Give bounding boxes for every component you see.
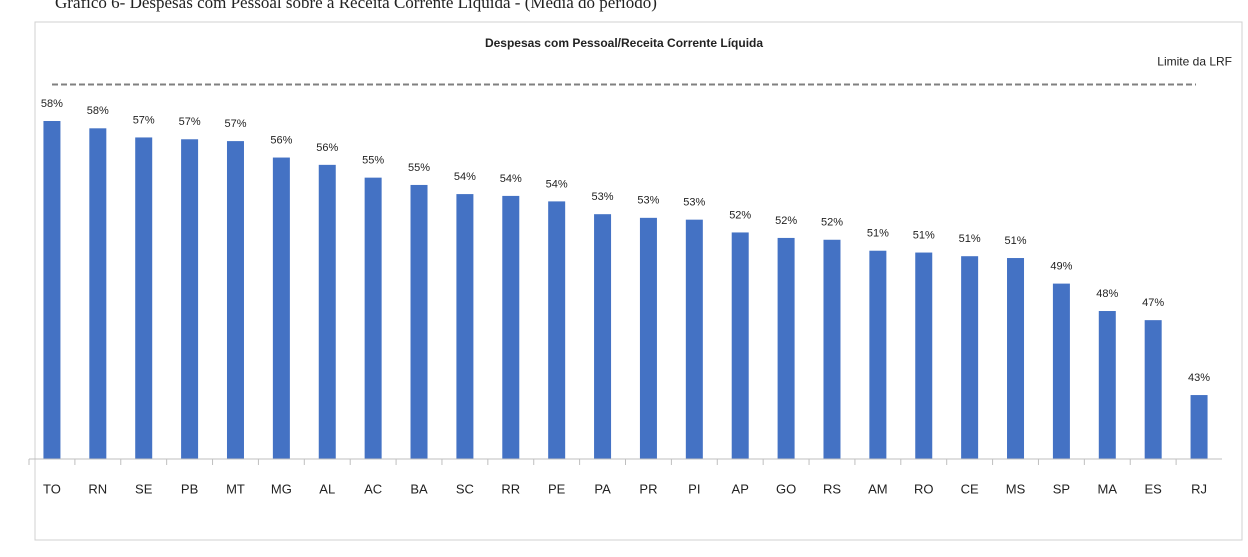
bar bbox=[410, 184, 428, 459]
value-label: 51% bbox=[1005, 235, 1027, 247]
x-tick-label: TO bbox=[43, 481, 61, 496]
x-tick-label: PE bbox=[548, 481, 566, 496]
bar bbox=[685, 219, 703, 459]
bar bbox=[135, 137, 153, 459]
bar bbox=[364, 177, 382, 459]
value-label: 58% bbox=[41, 98, 63, 110]
x-tick-label: PB bbox=[181, 481, 198, 496]
caption: Gráfico 6- Despesas com Pessoal sobre a … bbox=[55, 0, 657, 12]
x-tick-label: ES bbox=[1145, 481, 1163, 496]
bar bbox=[318, 164, 336, 459]
value-label: 51% bbox=[913, 229, 935, 241]
bar bbox=[89, 128, 107, 460]
value-label: 53% bbox=[637, 195, 659, 207]
value-label: 58% bbox=[87, 105, 109, 117]
x-tick-label: PI bbox=[688, 481, 700, 496]
value-label: 57% bbox=[133, 114, 155, 126]
x-tick-label: PA bbox=[594, 481, 611, 496]
x-tick-label: SP bbox=[1053, 481, 1070, 496]
value-label: 47% bbox=[1142, 297, 1164, 309]
bar bbox=[915, 252, 933, 459]
bar bbox=[456, 194, 474, 459]
x-tick-label: GO bbox=[776, 481, 796, 496]
x-tick-label: MS bbox=[1006, 481, 1026, 496]
value-label: 56% bbox=[316, 142, 338, 154]
x-tick-label: RN bbox=[88, 481, 107, 496]
chart-border bbox=[34, 21, 1243, 541]
bar bbox=[869, 250, 887, 459]
value-label: 54% bbox=[454, 171, 476, 183]
bar bbox=[961, 256, 979, 459]
value-label: 52% bbox=[775, 215, 797, 227]
x-tick-label: AP bbox=[732, 481, 749, 496]
value-label: 43% bbox=[1188, 372, 1210, 384]
value-label: 53% bbox=[683, 197, 705, 209]
bar bbox=[502, 195, 520, 460]
bar bbox=[1007, 258, 1025, 459]
value-label: 52% bbox=[729, 209, 751, 221]
bar bbox=[548, 201, 566, 459]
bar bbox=[594, 214, 612, 459]
bar bbox=[639, 217, 657, 459]
value-label: 53% bbox=[592, 191, 614, 203]
value-label: 56% bbox=[270, 134, 292, 146]
value-label: 55% bbox=[362, 155, 384, 167]
x-tick-label: SE bbox=[135, 481, 153, 496]
x-tick-label: SC bbox=[456, 481, 474, 496]
value-label: 51% bbox=[867, 228, 889, 240]
x-tick-label: MG bbox=[271, 481, 292, 496]
x-tick-label: AM bbox=[868, 481, 888, 496]
x-tick-label: RR bbox=[501, 481, 520, 496]
value-label: 51% bbox=[959, 233, 981, 245]
bar bbox=[1144, 320, 1162, 459]
value-label: 57% bbox=[224, 118, 246, 130]
bar bbox=[226, 141, 244, 460]
bar bbox=[181, 139, 199, 459]
x-tick-label: RO bbox=[914, 481, 934, 496]
x-tick-label: AL bbox=[319, 481, 335, 496]
x-tick-label: RJ bbox=[1191, 481, 1207, 496]
value-label: 52% bbox=[821, 217, 843, 229]
x-tick-label: PR bbox=[639, 481, 657, 496]
value-label: 54% bbox=[546, 178, 568, 190]
bar bbox=[823, 239, 841, 459]
x-tick-label: RS bbox=[823, 481, 841, 496]
x-tick-label: BA bbox=[410, 481, 428, 496]
chart-title: Despesas com Pessoal/Receita Corrente Lí… bbox=[485, 36, 763, 50]
bar bbox=[777, 237, 795, 459]
x-tick-label: CE bbox=[961, 481, 979, 496]
value-label: 48% bbox=[1096, 288, 1118, 300]
bar bbox=[1098, 311, 1116, 459]
value-label: 49% bbox=[1050, 261, 1072, 273]
limit-label: Limite da LRF bbox=[1157, 55, 1232, 69]
value-label: 54% bbox=[500, 173, 522, 185]
bar bbox=[43, 121, 61, 459]
bar bbox=[272, 157, 290, 460]
value-label: 55% bbox=[408, 162, 430, 174]
x-tick-label: AC bbox=[364, 481, 382, 496]
bar bbox=[1052, 283, 1070, 459]
x-tick-label: MA bbox=[1098, 481, 1118, 496]
x-tick-label: MT bbox=[226, 481, 245, 496]
value-label: 57% bbox=[179, 116, 201, 128]
bar bbox=[1190, 395, 1208, 459]
bar bbox=[731, 232, 749, 459]
